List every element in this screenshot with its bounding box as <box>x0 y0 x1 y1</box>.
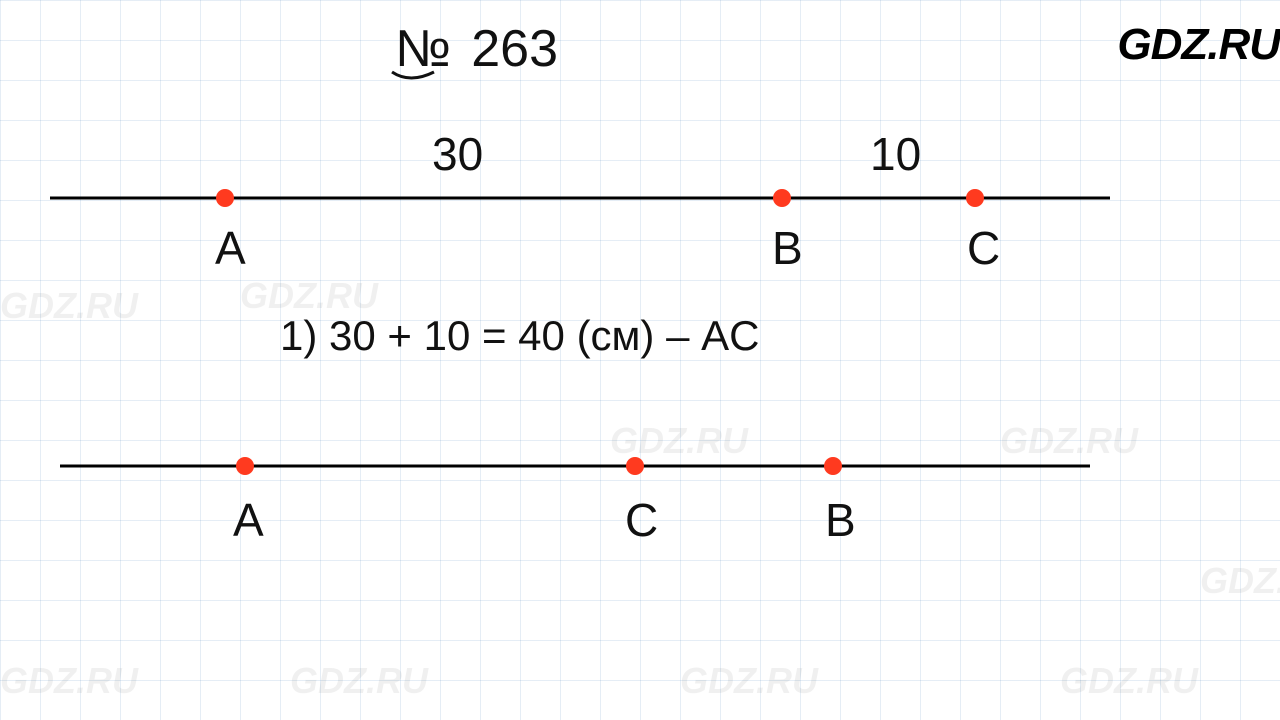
point-label-a: A <box>233 494 264 546</box>
title-number: 263 <box>471 20 558 78</box>
diagram-canvas: № 263 ABC3010 1) 30 + 10 = 40 (см) – AC … <box>0 0 1280 720</box>
point-label-c: C <box>967 222 1000 274</box>
figure-1-number-line: A B C 30 10 <box>50 128 1110 274</box>
segment-length-1: 10 <box>870 128 921 180</box>
point-b <box>824 457 842 475</box>
point-label-b: B <box>825 494 856 546</box>
point-label-b: B <box>772 222 803 274</box>
svg-text:№ 263: № 263 <box>395 20 558 78</box>
point-a <box>216 189 234 207</box>
equation-1: 1) 30 + 10 = 40 (см) – AC <box>280 312 759 359</box>
point-label-c: C <box>625 494 658 546</box>
title-prefix: № <box>395 20 451 78</box>
problem-number: № 263 <box>392 20 558 78</box>
segment-length-0: 30 <box>432 128 483 180</box>
point-b <box>773 189 791 207</box>
figure-2-number-line: ACB <box>60 457 1090 546</box>
point-c <box>966 189 984 207</box>
point-label-a: A <box>215 222 246 274</box>
point-c <box>626 457 644 475</box>
point-a <box>236 457 254 475</box>
